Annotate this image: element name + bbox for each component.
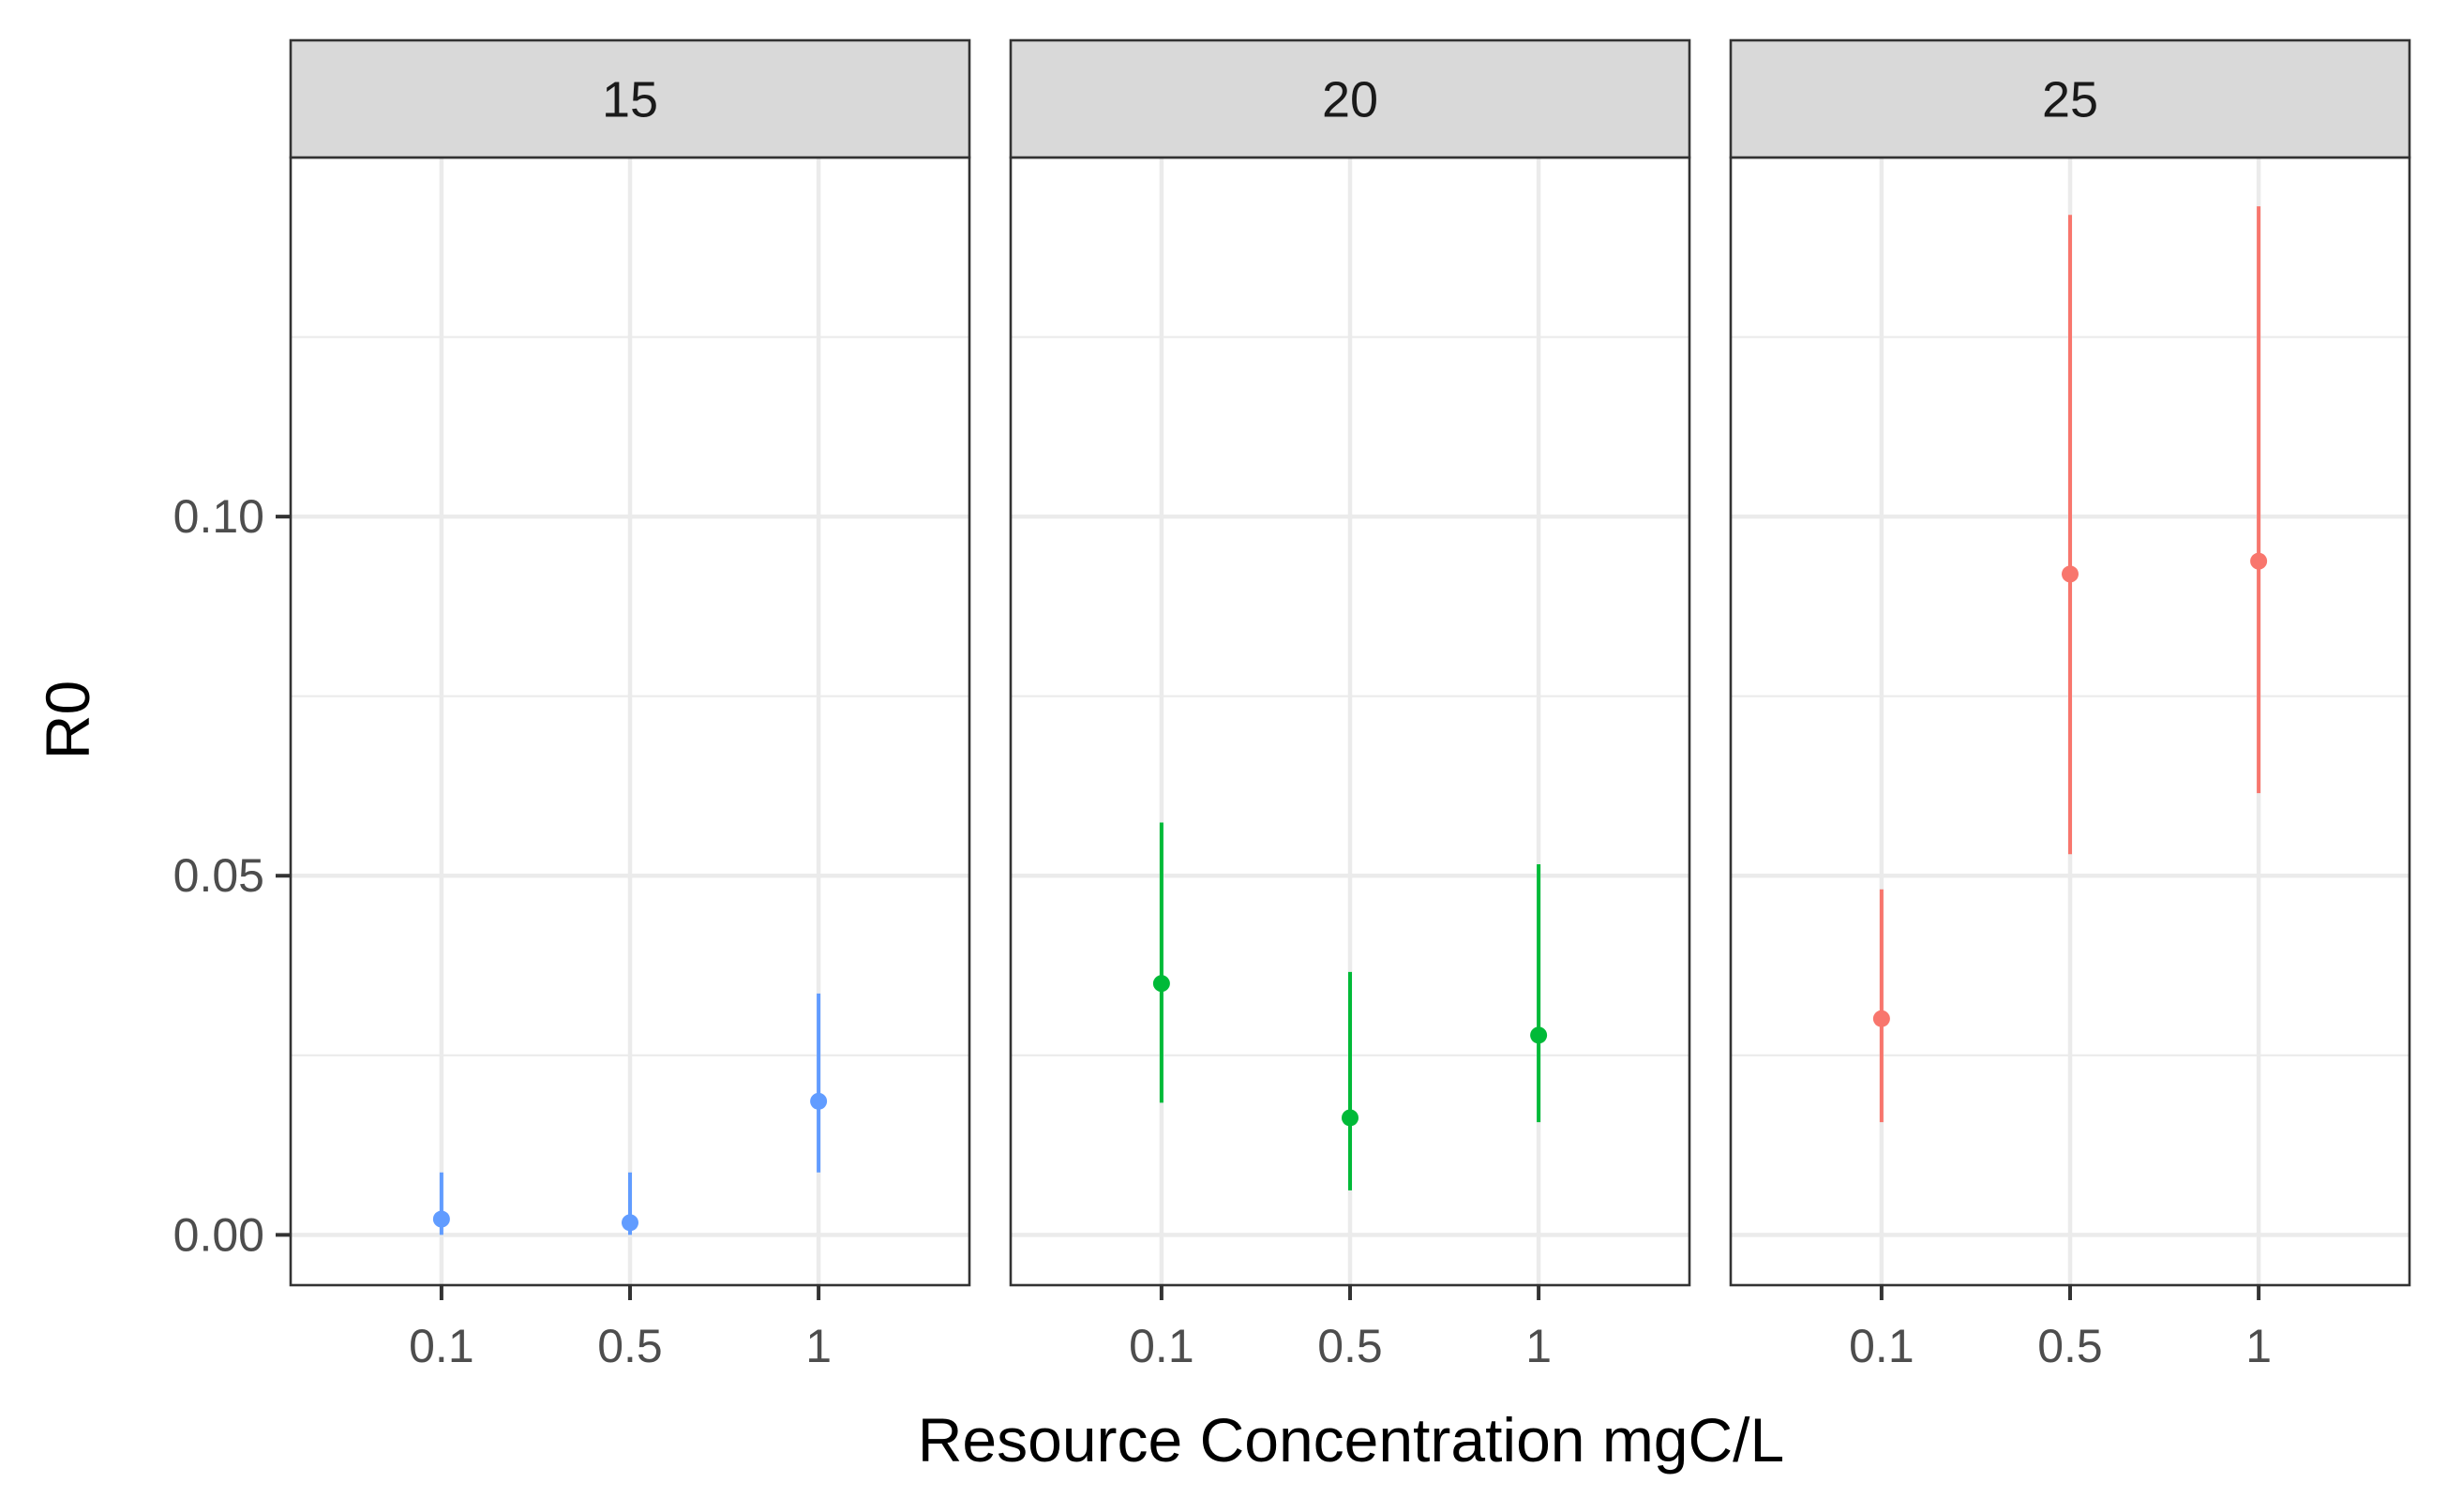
data-point [1342, 1109, 1359, 1127]
x-tick-label: 0.5 [597, 1320, 663, 1372]
y-axis-tick-marks [276, 515, 291, 1237]
facet-panel-20: 20 0.1 0.5 1 [1009, 38, 1691, 1372]
data-point [622, 1214, 638, 1232]
y-tick-label: 0.00 [173, 1208, 264, 1261]
data-point [1872, 1010, 1890, 1027]
facet-strip [1009, 38, 1691, 159]
data-point [1152, 975, 1170, 993]
y-axis-tick-labels: 0.00 0.05 0.10 [173, 490, 264, 1261]
data-point [810, 1092, 828, 1110]
facet-strip-label: 20 [1322, 72, 1378, 128]
data-point [432, 1210, 450, 1228]
y-tick-label: 0.10 [173, 490, 264, 543]
x-tick-label: 0.5 [2037, 1320, 2103, 1372]
x-tick-label: 0.1 [409, 1320, 474, 1372]
data-point [1530, 1026, 1548, 1044]
facet-panels: 15 0.1 0.5 1 20 0.1 0.5 1 25 0.1 0.5 1 [289, 38, 2411, 1372]
x-tick-label: 1 [2245, 1320, 2272, 1372]
facet-panel-15: 15 0.1 0.5 1 [289, 38, 971, 1372]
x-tick-label: 0.1 [1849, 1320, 1914, 1372]
facet-strip-label: 25 [2042, 72, 2098, 128]
x-tick-label: 0.5 [1317, 1320, 1383, 1372]
facet-strip [1729, 38, 2411, 159]
facet-panel-25: 25 0.1 0.5 1 [1729, 38, 2411, 1372]
y-axis-title: R0 [33, 681, 102, 759]
data-point [2062, 565, 2079, 583]
x-tick-label: 0.1 [1129, 1320, 1194, 1372]
x-tick-label: 1 [1525, 1320, 1552, 1372]
data-point [2250, 552, 2268, 570]
y-tick-label: 0.05 [173, 849, 264, 902]
x-axis-title: Resource Concentration mgC/L [918, 1405, 1784, 1475]
facet-strip-label: 15 [602, 72, 658, 128]
x-tick-label: 1 [805, 1320, 832, 1372]
facet-strip [289, 38, 971, 159]
